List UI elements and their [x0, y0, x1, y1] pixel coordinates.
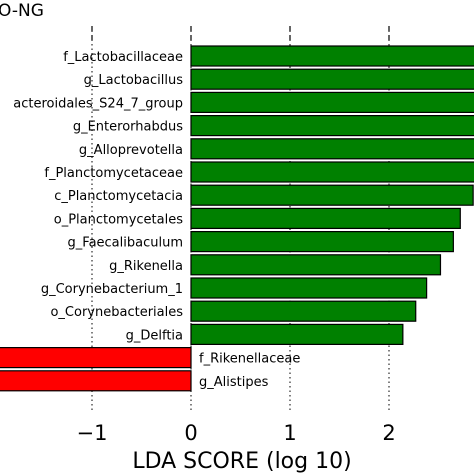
bar-g_Alloprevotella [190, 138, 474, 160]
bar-g_Alistipes [0, 370, 192, 392]
bars [0, 45, 474, 392]
bar-label-o_Corynebacteriales: o_Corynebacteriales [50, 305, 183, 320]
bar-labels: f_Lactobacillaceae g_Lactobacillusacteroi… [13, 50, 300, 390]
bar-label-f_Rikenellaceae: f_Rikenellaceae [199, 352, 300, 367]
bar-g_Enterorhabdus [190, 114, 474, 137]
x-tick-label-4: 2 [382, 421, 395, 445]
bar-label-g_Delftia: g_Delftia [126, 328, 183, 343]
bar-label-g_Lactobacillus: g_Lactobacillus [84, 73, 184, 88]
bar-label-f_Lactobacillaceae: f_Lactobacillaceae [63, 50, 183, 65]
bar-label-g_Corynebacterium_1: g_Corynebacterium_1 [41, 282, 183, 297]
bar-g_Lactobacillus [190, 68, 474, 90]
bar-c_Planctomycetacia [190, 184, 474, 206]
bar-g_Faecalibaculum [190, 231, 454, 253]
bar-f_Planctomycetaceae [190, 161, 474, 183]
grid-lines [91, 26, 390, 412]
bar-g_Corynebacterium_1 [190, 277, 428, 299]
bar-f_Rikenellaceae [0, 347, 192, 369]
x-axis-label: LDA SCORE (log 10) [132, 449, 351, 474]
x-tick-label-3: 1 [283, 421, 296, 445]
bar-label-g_Enterorhabdus: g_Enterorhabdus [73, 120, 183, 135]
bar-label-acteroidales_S24_7_group: acteroidales_S24_7_group [13, 96, 183, 111]
bar-label-o_Planctomycetales: o_Planctomycetales [54, 212, 183, 227]
bar-label-g_Alistipes: g_Alistipes [199, 375, 269, 390]
x-tick-label-1: −1 [77, 421, 108, 445]
bar-o_Corynebacteriales [190, 300, 417, 322]
bar-label-g_Alloprevotella: g_Alloprevotella [79, 143, 183, 158]
bar-label-g_Faecalibaculum: g_Faecalibaculum [68, 236, 183, 251]
chart-title: O-NG [0, 1, 44, 21]
bar-acteroidales_S24_7_group [190, 91, 474, 114]
bar-f_Lactobacillaceae [190, 45, 474, 67]
bar-label-f_Planctomycetaceae: f_Planctomycetaceae [44, 166, 183, 181]
x-tick-label-2: 0 [184, 421, 197, 445]
bar-label-g_Rikenella: g_Rikenella [109, 259, 183, 274]
bar-label-c_Planctomycetacia: c_Planctomycetacia [54, 189, 183, 204]
bar-o_Planctomycetales [190, 207, 461, 229]
bar-g_Delftia [190, 323, 404, 345]
bar-g_Rikenella [190, 254, 442, 276]
